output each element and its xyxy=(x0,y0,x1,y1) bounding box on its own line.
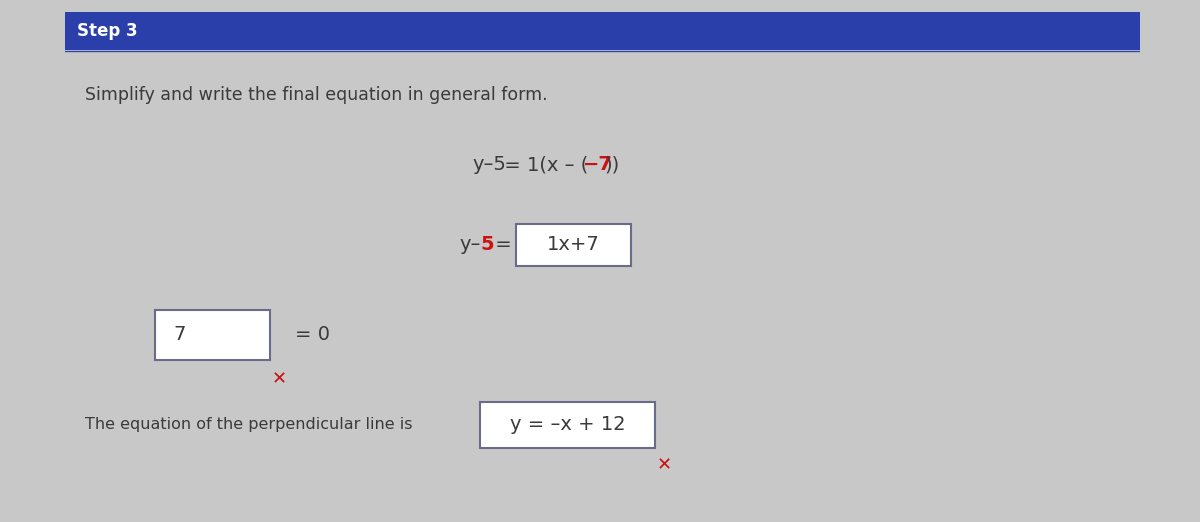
Text: =: = xyxy=(490,235,518,255)
Text: ✕: ✕ xyxy=(658,456,672,474)
Bar xyxy=(480,402,655,448)
Bar xyxy=(65,12,1140,50)
Text: y–: y– xyxy=(460,235,481,255)
Text: y = –x + 12: y = –x + 12 xyxy=(510,416,625,434)
Text: 5: 5 xyxy=(481,235,494,255)
Text: −7: −7 xyxy=(583,156,613,174)
Text: = 0: = 0 xyxy=(295,326,330,345)
Text: y–5: y–5 xyxy=(473,156,506,174)
Text: Step 3: Step 3 xyxy=(77,22,138,40)
Bar xyxy=(155,310,270,360)
Text: The equation of the perpendicular line is: The equation of the perpendicular line i… xyxy=(85,418,413,433)
Text: 1x+7: 1x+7 xyxy=(547,235,599,255)
Text: )): )) xyxy=(605,156,619,174)
Text: = 1(x – (: = 1(x – ( xyxy=(498,156,588,174)
Text: 7: 7 xyxy=(173,326,185,345)
Text: ✕: ✕ xyxy=(272,370,287,388)
Text: Simplify and write the final equation in general form.: Simplify and write the final equation in… xyxy=(85,86,547,104)
Bar xyxy=(516,224,630,266)
